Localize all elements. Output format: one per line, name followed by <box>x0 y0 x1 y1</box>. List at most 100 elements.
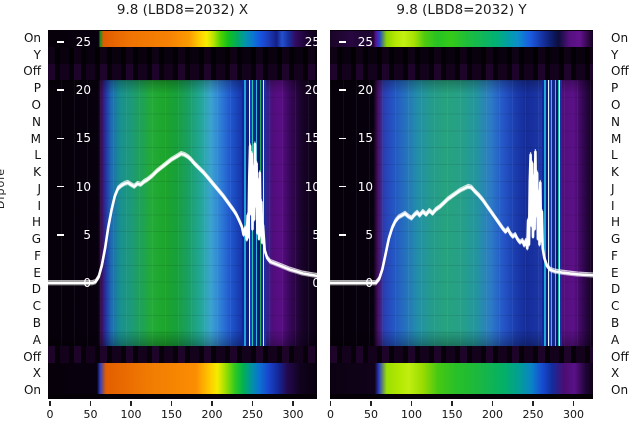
y-tick-mark <box>57 41 64 43</box>
x-tick-label: 0 <box>327 408 334 421</box>
x-tick-mark <box>491 401 494 406</box>
x-tick-mark <box>532 401 534 406</box>
x-tick-label: 200 <box>201 408 223 421</box>
curve-path <box>330 149 593 282</box>
y-tick-mark <box>339 234 346 236</box>
row-label-right: N <box>611 114 620 129</box>
row-label-right: L <box>611 148 618 163</box>
row-label-left: F <box>34 248 41 263</box>
y-tick-label-inset: 10 <box>57 179 91 195</box>
y-tick-label-inset: 5 <box>57 227 91 243</box>
x-tick-label: 250 <box>522 408 544 421</box>
row-label-left: B <box>32 316 41 331</box>
x-tick-mark <box>572 401 575 406</box>
row-label-left: M <box>30 131 41 146</box>
y-tick-label-inset: 15 <box>339 130 373 146</box>
row-labels-left: On Y Off P O N M L K J I H G F E D C B A Off X On <box>0 30 44 399</box>
y-tick-mark <box>339 137 346 140</box>
y-tick-mark <box>339 185 346 188</box>
x-tick-mark <box>89 401 92 406</box>
row-label-right: G <box>611 232 621 247</box>
dark-gap-bottom <box>330 346 593 363</box>
row-label-right: D <box>611 282 621 297</box>
row-label-right: A <box>611 332 620 347</box>
row-label-left: O <box>31 97 41 112</box>
rainbow-strip-top <box>48 31 317 47</box>
x-tick-label: 50 <box>364 408 378 421</box>
x-tick-mark <box>49 401 51 406</box>
row-label-left: N <box>32 114 41 129</box>
row-label-right: M <box>611 131 622 146</box>
row-label-right: Off <box>611 349 629 364</box>
overlay-curve <box>48 141 317 286</box>
row-label-right: Off <box>611 64 629 79</box>
row-label-left: C <box>32 299 41 314</box>
curve-path <box>48 141 317 282</box>
row-label-left: J <box>37 181 41 196</box>
heatmap-panel-x: 25 25 20 20 15 15 10 10 5 5 0 0 <box>48 30 317 399</box>
x-tick-label: 300 <box>282 408 304 421</box>
row-label-left: On <box>23 383 41 398</box>
y-tick-label-inset: 0 <box>57 275 91 291</box>
bottom-edge-strip <box>48 394 317 399</box>
dark-gap-bottom <box>48 346 317 363</box>
y-tick-label-inset: 25 <box>339 34 373 50</box>
row-label-left: D <box>31 282 41 297</box>
row-label-left: K <box>33 165 41 180</box>
y-tick-mark <box>57 137 64 140</box>
row-label-right: J <box>611 181 615 196</box>
x-tick-label: 50 <box>83 408 98 421</box>
rainbow-strip-bottom <box>48 363 317 394</box>
row-label-left: G <box>31 232 41 247</box>
y-tick-label-inset-right: 5 <box>312 227 317 242</box>
x-tick-label: 100 <box>401 408 422 421</box>
overlay-curve <box>330 149 593 286</box>
y-tick-label-inset-right: 15 <box>304 131 317 146</box>
row-label-right: O <box>611 97 621 112</box>
panel-title-y: 9.8 (LBD8=2032) Y <box>396 2 527 18</box>
row-labels-right: On Y Off P O N M L K J I H G F E D C B A Off X On <box>601 30 640 399</box>
row-label-left: E <box>33 265 41 280</box>
row-label-right: P <box>611 81 619 96</box>
row-label-right: H <box>611 215 621 230</box>
rainbow-strip-bottom <box>330 363 593 394</box>
y-tick-label-inset-right: 10 <box>304 179 317 194</box>
x-tick-mark <box>451 401 453 406</box>
curve-path <box>330 153 593 286</box>
x-tick-label: 150 <box>441 408 463 421</box>
row-label-right: I <box>611 198 615 213</box>
x-tick-mark <box>410 401 413 406</box>
panel-title-x: 9.8 (LBD8=2032) X <box>116 2 249 18</box>
dark-gap-top <box>330 47 593 80</box>
y-tick-label-inset-right: 0 <box>312 276 317 290</box>
y-tick-mark <box>57 89 64 91</box>
y-tick-label-inset: 10 <box>339 179 373 195</box>
row-label-left: Off <box>23 64 41 79</box>
row-label-right: F <box>611 248 618 263</box>
x-tick-label: 250 <box>242 408 263 421</box>
row-label-left: A <box>32 332 41 347</box>
row-label-right: On <box>611 383 629 398</box>
row-label-left: H <box>31 215 41 230</box>
y-tick-mark <box>339 282 346 284</box>
y-tick-mark <box>339 41 346 43</box>
y-tick-label-inset: 15 <box>57 130 91 146</box>
y-tick-label-inset-right: 20 <box>304 83 317 98</box>
row-label-left: P <box>33 81 41 96</box>
row-label-left: On <box>23 30 41 45</box>
curve-path <box>330 150 593 285</box>
y-tick-mark <box>57 185 64 188</box>
rainbow-strip-top <box>330 31 593 47</box>
y-tick-mark <box>57 234 64 236</box>
heatmap-main <box>48 80 317 346</box>
row-label-right: E <box>611 265 619 280</box>
x-tick-mark <box>251 401 254 406</box>
y-tick-label-inset: 5 <box>339 227 373 243</box>
y-tick-mark <box>339 89 346 91</box>
row-label-right: Y <box>611 47 619 62</box>
row-label-right: C <box>611 299 620 314</box>
x-tick-label: 200 <box>482 408 503 421</box>
row-label-left: Off <box>23 349 41 364</box>
x-tick-label: 0 <box>46 408 54 421</box>
